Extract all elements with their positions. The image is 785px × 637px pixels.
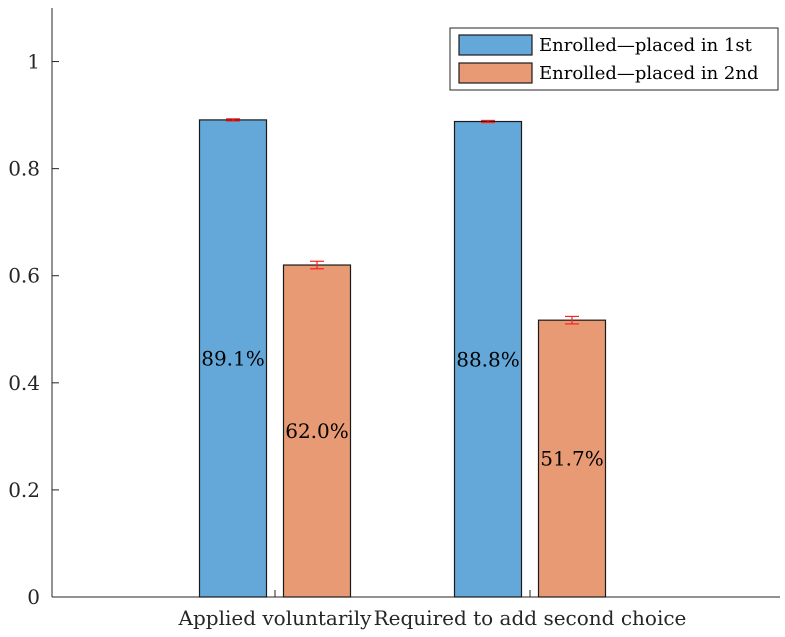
y-tick-label: 0.4 bbox=[8, 371, 40, 395]
data-label: 89.1% bbox=[201, 346, 265, 370]
bar bbox=[282, 264, 352, 598]
data-labels: 89.1% 62.0% 88.8% 51.7% bbox=[201, 346, 604, 470]
axes: 0 0.2 0.4 0.6 0.8 1 Applied voluntarily Require… bbox=[8, 8, 780, 630]
x-tick-label: Applied voluntarily bbox=[178, 606, 373, 630]
legend-label: Enrolled—placed in 2nd bbox=[539, 63, 759, 84]
bar bbox=[453, 120, 523, 598]
legend-label: Enrolled—placed in 1st bbox=[539, 35, 753, 56]
data-label: 88.8% bbox=[456, 347, 520, 371]
bar bbox=[537, 319, 607, 598]
y-tick-label: 1 bbox=[27, 50, 40, 74]
y-tick-label: 0 bbox=[27, 585, 40, 609]
bars bbox=[198, 118, 607, 598]
y-tick-label: 0.8 bbox=[8, 157, 40, 181]
legend-swatch bbox=[458, 62, 533, 84]
y-tick-label: 0.6 bbox=[8, 264, 40, 288]
legend: Enrolled—placed in 1st Enrolled—placed in… bbox=[449, 27, 779, 91]
data-label: 62.0% bbox=[285, 419, 349, 443]
y-tick-label: 0.2 bbox=[8, 478, 40, 502]
legend-swatch bbox=[458, 34, 533, 56]
data-label: 51.7% bbox=[540, 447, 604, 471]
x-tick-label: Required to add second choice bbox=[374, 606, 687, 630]
